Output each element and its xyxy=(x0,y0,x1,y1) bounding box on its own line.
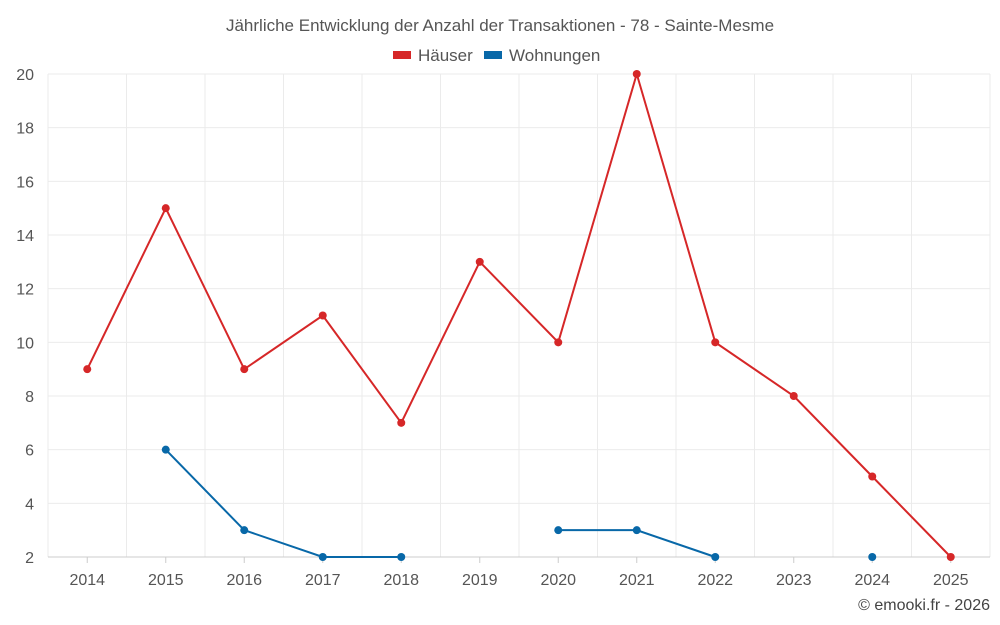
data-point-h-user xyxy=(397,418,406,427)
legend-swatch-0 xyxy=(393,51,411,59)
y-tick-label: 2 xyxy=(25,550,34,567)
chart-title: Jährliche Entwicklung der Anzahl der Tra… xyxy=(226,16,774,35)
y-tick-label: 16 xyxy=(16,174,34,191)
data-point-h-user xyxy=(83,365,92,374)
data-point-h-user xyxy=(711,338,720,347)
y-tick-label: 4 xyxy=(25,496,34,513)
data-point-wohnungen xyxy=(632,526,641,535)
credit: © emooki.fr - 2026 xyxy=(858,597,990,614)
data-point-h-user xyxy=(554,338,563,347)
legend-swatch-1 xyxy=(484,51,502,59)
data-point-h-user xyxy=(318,311,327,320)
data-point-wohnungen xyxy=(711,553,720,561)
axes: 2 4 6 8 10 12 14 16 18 20 2014 2015 2016 2017 2018 2019… xyxy=(16,67,990,589)
grid xyxy=(47,73,991,558)
series-group xyxy=(83,70,955,561)
y-tick-label: 20 xyxy=(16,67,34,84)
x-tick-label: 2022 xyxy=(697,572,733,589)
data-point-h-user xyxy=(240,365,249,374)
data-point-h-user xyxy=(632,70,641,78)
x-tick-label: 2016 xyxy=(226,572,262,589)
x-tick-label: 2020 xyxy=(540,572,576,589)
legend-label: Häuser xyxy=(418,46,473,65)
data-point-wohnungen xyxy=(318,553,327,561)
y-tick-label: 6 xyxy=(25,443,34,460)
data-point-wohnungen xyxy=(868,553,877,561)
x-tick-label: 2024 xyxy=(854,572,890,589)
x-tick-label: 2015 xyxy=(148,572,184,589)
data-point-h-user xyxy=(868,472,877,481)
data-point-wohnungen xyxy=(240,526,249,535)
data-point-h-user xyxy=(161,204,170,213)
data-point-wohnungen xyxy=(397,553,406,561)
x-tick-label: 2019 xyxy=(462,572,498,589)
y-tick-label: 12 xyxy=(16,282,34,299)
data-point-h-user xyxy=(789,392,798,400)
y-tick-label: 14 xyxy=(16,228,34,245)
data-point-wohnungen xyxy=(161,445,170,454)
x-tick-label: 2017 xyxy=(305,572,341,589)
y-tick-label: 18 xyxy=(16,121,34,138)
data-point-h-user xyxy=(475,257,484,266)
series-line-h-user xyxy=(86,70,952,558)
x-tick-label: 2025 xyxy=(933,572,969,589)
series-line-wohnungen xyxy=(558,529,716,558)
x-tick-label: 2021 xyxy=(619,572,655,589)
y-tick-label: 10 xyxy=(16,335,34,352)
series-line-wohnungen xyxy=(165,448,402,558)
data-point-h-user xyxy=(946,553,955,561)
x-tick-label: 2014 xyxy=(69,572,105,589)
legend-label: Wohnungen xyxy=(509,46,600,65)
x-tick-label: 2018 xyxy=(383,572,419,589)
x-tick-label: 2023 xyxy=(776,572,812,589)
y-tick-label: 8 xyxy=(25,389,34,406)
data-point-wohnungen xyxy=(554,526,563,535)
legend: Häuser Wohnungen xyxy=(393,46,600,65)
